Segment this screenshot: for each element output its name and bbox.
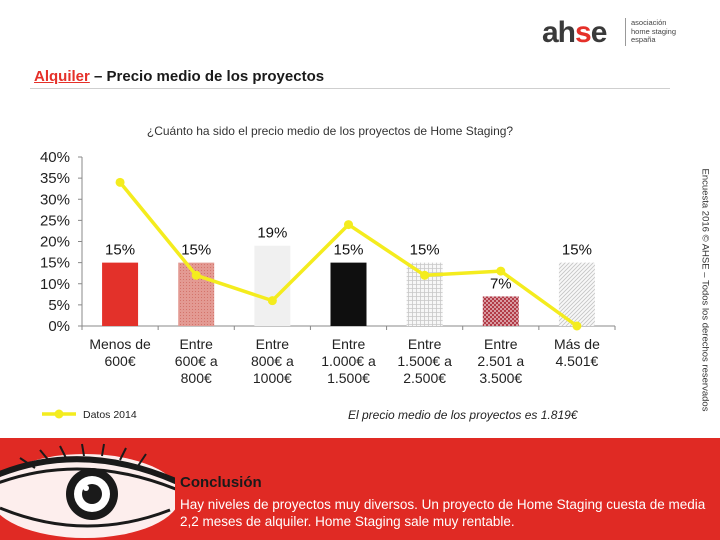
y-tick-label: 25% <box>40 212 70 229</box>
y-tick-label: 20% <box>40 234 70 251</box>
conclusion-text: Hay niveles de proyectos muy diversos. U… <box>180 497 706 529</box>
bar-1 <box>102 262 139 326</box>
line-point-4 <box>344 220 353 230</box>
conclusion-panel: Conclusión Hay niveles de proyectos muy … <box>0 438 720 540</box>
eye-illustration-icon <box>0 443 175 538</box>
category-label: 1.500€ a <box>397 353 452 369</box>
line-point-6 <box>496 266 506 276</box>
line-point-7 <box>572 321 582 331</box>
category-label: 1000€ <box>253 370 292 386</box>
bar-value-label: 15% <box>562 242 592 259</box>
category-label: Entre <box>484 336 518 352</box>
category-label: 1.500€ <box>327 370 370 386</box>
y-tick-label: 5% <box>48 297 70 314</box>
category-label: 600€ a <box>175 353 218 369</box>
category-label: 1.000€ a <box>321 353 376 369</box>
category-label: Entre <box>408 336 442 352</box>
title-rest: – Precio medio de los proyectos <box>89 68 325 85</box>
conclusion-title: Conclusión <box>180 474 262 491</box>
line-point-2 <box>191 270 201 280</box>
line-point-3 <box>267 296 277 306</box>
bar-value-label: 15% <box>105 242 135 259</box>
y-tick-label: 40% <box>40 149 70 166</box>
y-tick-label: 0% <box>48 318 70 335</box>
bar-value-label: 15% <box>181 242 211 259</box>
category-label: 600€ <box>104 353 135 369</box>
category-label: 800€ <box>181 370 212 386</box>
legend-label: Datos 2014 <box>83 409 137 421</box>
bar-value-label: 15% <box>410 242 440 259</box>
chart-question: ¿Cuánto ha sido el precio medio de los p… <box>146 124 514 138</box>
legend-marker <box>54 409 64 419</box>
y-tick-label: 10% <box>40 276 70 293</box>
title-divider <box>30 88 670 89</box>
logo-wordmark: ahse <box>542 16 607 49</box>
category-label: Más de <box>554 336 600 352</box>
category-label: 2.501 a <box>477 353 524 369</box>
y-tick-label: 35% <box>40 170 70 187</box>
line-point-1 <box>115 177 125 187</box>
category-label: Entre <box>332 336 366 352</box>
title-highlight: Alquiler <box>34 68 90 85</box>
category-label: Menos de <box>89 336 151 352</box>
copyright-note: Encuesta 2016 © AHSE – Todos los derecho… <box>699 168 711 412</box>
category-label: 4.501€ <box>556 353 599 369</box>
category-label: 2.500€ <box>403 370 446 386</box>
ahse-logo: ahse asociación home staging españa <box>532 14 707 50</box>
category-label: 800€ a <box>251 353 294 369</box>
bar-6 <box>482 296 519 326</box>
category-label: 3.500€ <box>479 370 522 386</box>
bar-value-label: 19% <box>257 225 287 242</box>
page-title: Alquiler – Precio medio de los proyectos <box>34 68 324 85</box>
category-label: Entre <box>256 336 290 352</box>
bar-3 <box>254 245 291 326</box>
average-price-note: El precio medio de los proyectos es 1.81… <box>348 408 578 422</box>
bar-4 <box>330 262 367 326</box>
logo-divider <box>625 18 626 46</box>
bar-value-label: 7% <box>490 275 512 292</box>
y-tick-label: 30% <box>40 191 70 208</box>
y-tick-label: 15% <box>40 255 70 272</box>
category-label: Entre <box>179 336 213 352</box>
bar-value-label: 15% <box>333 242 363 259</box>
logo-subtitle: asociación home staging españa <box>631 18 677 44</box>
line-point-5 <box>420 270 430 280</box>
